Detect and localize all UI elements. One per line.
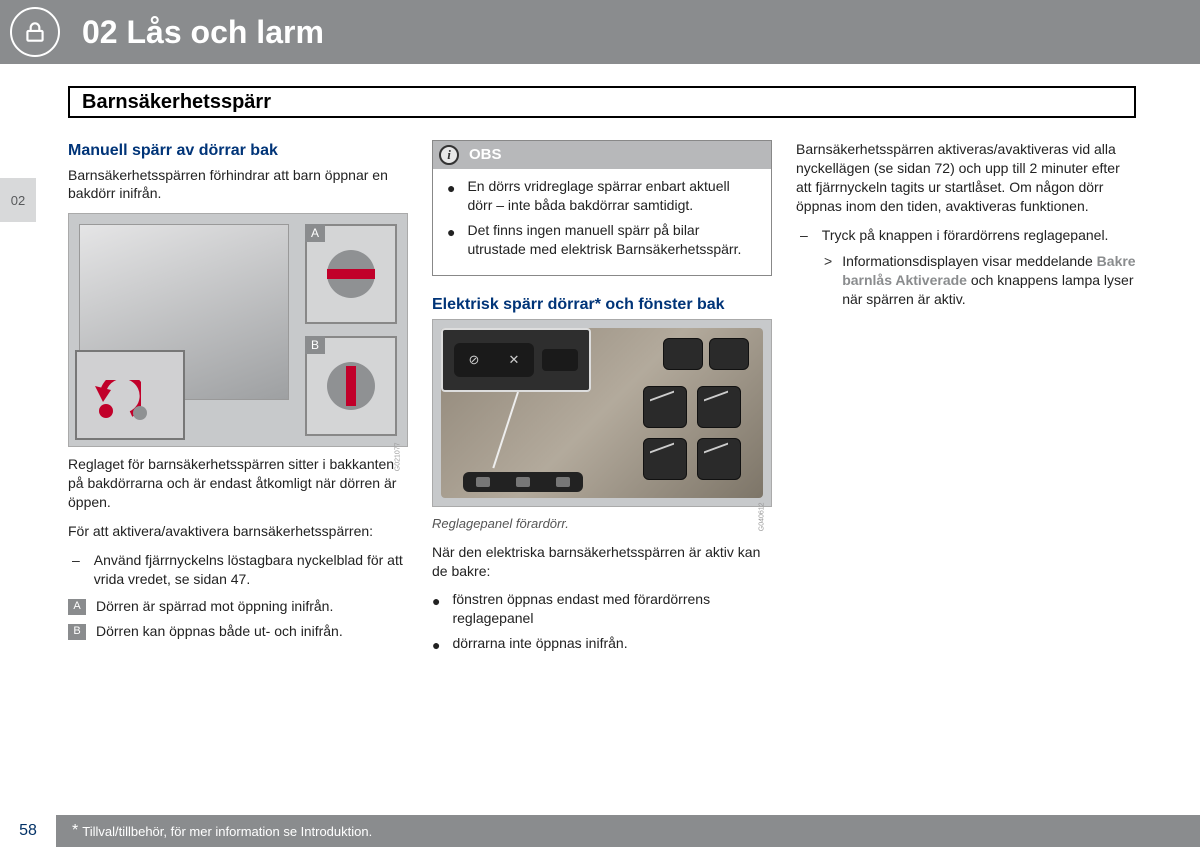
- chapter-title: 02 Lås och larm: [82, 14, 324, 51]
- col1-intro: Barnsäkerhetsspärren förhindrar att barn…: [68, 166, 408, 204]
- col3-dash-item: – Tryck på knappen i förardörrens reglag…: [796, 226, 1136, 245]
- obs-title: OBS: [469, 145, 502, 165]
- col2-b1: ● fönstren öppnas endast med förardörren…: [432, 590, 772, 628]
- figure-id-2: G040612: [758, 502, 767, 531]
- figure-caption: Reglagepanel förardörr.: [432, 515, 772, 533]
- figure-id: G021077: [394, 442, 403, 471]
- col3-p1: Barnsäkerhetsspärren aktiveras/avaktiver…: [796, 140, 1136, 216]
- obs-bullet-2: ● Det finns ingen manuell spärr på bilar…: [447, 221, 757, 259]
- obs-b2-text: Det finns ingen manuell spärr på bilar u…: [467, 221, 757, 259]
- obs-box: i OBS ● En dörrs vridreglage spärrar enb…: [432, 140, 772, 276]
- col1-item-a: A Dörren är spärrad mot öppning inifrån.: [68, 597, 408, 616]
- page-number: 58: [0, 815, 56, 847]
- sidebar-chapter-tab: 02: [0, 178, 36, 222]
- col1-after-fig-1: Reglaget för barnsäkerhetsspärren sitter…: [68, 455, 408, 512]
- lock-icon: [10, 7, 60, 57]
- col2-b2-text: dörrarna inte öppnas inifrån.: [452, 634, 627, 655]
- col1-dash-item: – Använd fjärrnyckelns löstagbara nyckel…: [68, 551, 408, 589]
- column-3: Barnsäkerhetsspärren aktiveras/avaktiver…: [796, 140, 1136, 805]
- obs-b1-text: En dörrs vridreglage spärrar enbart aktu…: [467, 177, 757, 215]
- col3-nested-text: Informationsdisplayen visar meddelande B…: [842, 252, 1136, 309]
- column-1: Manuell spärr av dörrar bak Barnsäkerhet…: [68, 140, 408, 805]
- label-box-b: B: [305, 336, 397, 436]
- col2-heading: Elektrisk spärr dörrar* och fönster bak: [432, 294, 772, 316]
- col1-dash-text: Använd fjärrnyckelns löstagbara nyckelbl…: [94, 551, 408, 589]
- label-box-a: A: [305, 224, 397, 324]
- col2-b1-text: fönstren öppnas endast med förardörrens …: [452, 590, 772, 628]
- col1-item-b-text: Dörren kan öppnas både ut- och inifrån.: [96, 622, 343, 641]
- footnote-star-icon: *: [72, 822, 78, 840]
- chapter-header: 02 Lås och larm: [0, 0, 1200, 64]
- marker-a: A: [68, 599, 86, 615]
- dial-unlocked-icon: [133, 406, 147, 420]
- col3-nested-item: > Informationsdisplayen visar meddelande…: [796, 252, 1136, 309]
- col1-after-fig-2: För att aktivera/avaktivera barnsäkerhet…: [68, 522, 408, 541]
- figure-manual-lock: A B G021077: [68, 213, 408, 447]
- label-tag-b: B: [305, 336, 325, 354]
- col3-dash-text: Tryck på knappen i förardörrens reglagep…: [822, 226, 1109, 245]
- obs-bullet-1: ● En dörrs vridreglage spärrar enbart ak…: [447, 177, 757, 215]
- footer-bar: 58 * Tillval/tillbehör, för mer informat…: [0, 815, 1200, 847]
- col1-item-b: B Dörren kan öppnas både ut- och inifrån…: [68, 622, 408, 641]
- col2-b2: ● dörrarna inte öppnas inifrån.: [432, 634, 772, 655]
- section-title: Barnsäkerhetsspärr: [68, 86, 1136, 118]
- info-icon: i: [439, 145, 459, 165]
- footer-note: Tillval/tillbehör, för mer information s…: [82, 824, 372, 839]
- figure-electric-lock: ⊘✕ G040612: [432, 319, 772, 507]
- zoom-control-panel: ⊘✕: [441, 328, 591, 392]
- inset-zoom: [75, 350, 185, 440]
- marker-b: B: [68, 624, 86, 640]
- col1-item-a-text: Dörren är spärrad mot öppning inifrån.: [96, 597, 333, 616]
- column-2: i OBS ● En dörrs vridreglage spärrar enb…: [432, 140, 772, 805]
- label-tag-a: A: [305, 224, 325, 242]
- nested-pre: Informationsdisplayen visar meddelande: [842, 253, 1096, 269]
- content-columns: Manuell spärr av dörrar bak Barnsäkerhet…: [68, 140, 1136, 805]
- rotate-arrow-icon: [91, 380, 141, 424]
- col2-after-fig: När den elektriska barnsäkerhetsspärren …: [432, 543, 772, 581]
- col1-heading: Manuell spärr av dörrar bak: [68, 140, 408, 162]
